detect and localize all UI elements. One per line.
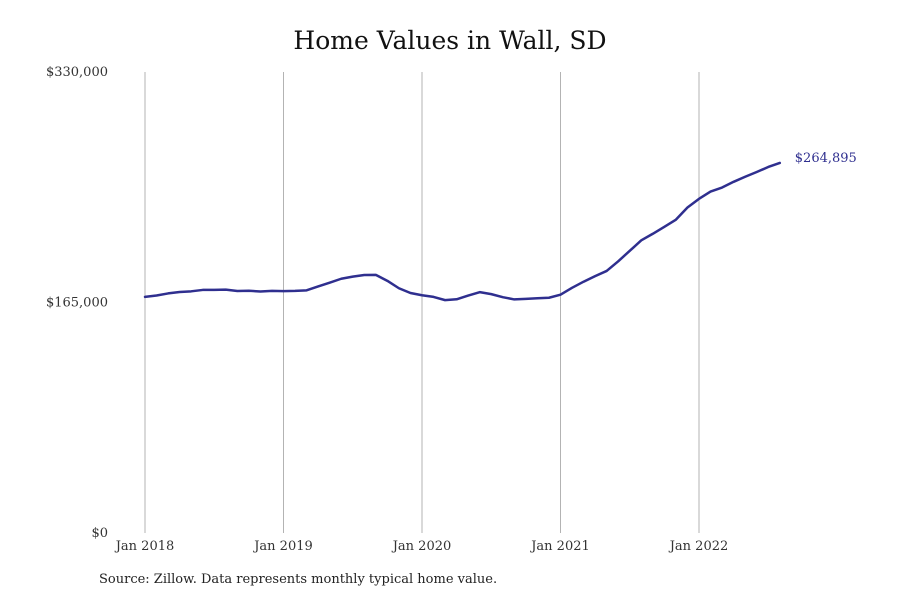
data-labels: $264,895 — [795, 151, 857, 166]
series-line — [143, 161, 782, 302]
gridlines — [144, 72, 700, 533]
y-tick-label: $0 — [91, 526, 108, 541]
axis-labels: Jan 2018 Jan 2019 Jan 2020 Jan 2021 Jan 2022… — [46, 65, 728, 554]
series-layer — [143, 161, 782, 302]
end-value-label: $264,895 — [795, 151, 857, 166]
x-tick-label: Jan 2021 — [529, 539, 590, 554]
x-tick-label: Jan 2022 — [668, 539, 729, 554]
y-tick-label: $165,000 — [46, 296, 108, 311]
y-tick-label: $330,000 — [46, 65, 108, 80]
source-note: Source: Zillow. Data represents monthly … — [99, 572, 498, 587]
x-tick-label: Jan 2019 — [252, 539, 313, 554]
x-tick-label: Jan 2018 — [114, 539, 175, 554]
chart-title: Home Values in Wall, SD — [293, 26, 607, 55]
x-tick-label: Jan 2020 — [391, 539, 452, 554]
